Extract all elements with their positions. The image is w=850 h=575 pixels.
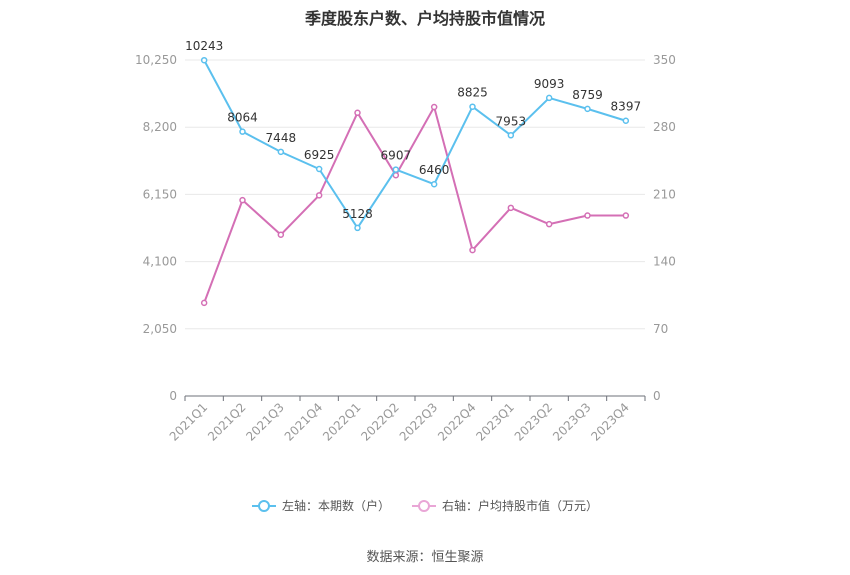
x-tick-label: 2022Q1: [320, 400, 364, 444]
households-data-label: 5128: [342, 207, 373, 221]
legend-swatch-households: [251, 499, 276, 512]
market-value-point: [545, 220, 553, 228]
left-tick-label: 2,050: [143, 322, 177, 336]
right-tick-label: 350: [653, 53, 676, 67]
households-data-label: 10243: [185, 39, 223, 53]
legend-item-households[interactable]: 左轴：本期数（户）: [251, 497, 390, 514]
left-tick-label: 10,250: [135, 53, 177, 67]
households-point: [545, 94, 553, 102]
households-point: [277, 148, 285, 156]
market-value-point: [622, 212, 630, 219]
x-tick-label: 2021Q2: [205, 400, 249, 444]
x-tick-label: 2021Q1: [167, 400, 211, 444]
data-labels: 10243 8064 7448 6925 5128 6907 6460 8825 7953 909…: [185, 39, 641, 221]
x-tick-label: 2023Q3: [550, 400, 594, 444]
households-data-label: 7448: [266, 131, 297, 145]
market-value-line: [203, 106, 626, 304]
left-tick-label: 6,150: [143, 187, 177, 201]
right-tick-label: 210: [653, 187, 676, 201]
chart-title: 季度股东户数、户均持股市值情况: [304, 9, 545, 28]
x-tick-label: 2021Q3: [243, 400, 287, 444]
market-value-point: [315, 192, 323, 199]
right-tick-label: 70: [653, 322, 668, 336]
households-point: [392, 166, 400, 173]
households-point: [507, 132, 515, 139]
market-value-point: [469, 246, 476, 254]
x-tick-label: 2021Q4: [282, 400, 326, 444]
grid-lines: [185, 59, 645, 330]
households-point: [430, 180, 438, 188]
x-tick-label: 2023Q4: [588, 400, 632, 444]
series-layer: [200, 56, 630, 307]
data-source: 数据来源：恒生聚源: [366, 550, 484, 565]
households-data-label: 9093: [534, 77, 565, 91]
households-data-label: 7953: [496, 114, 527, 128]
households-point: [239, 128, 246, 135]
market-value-point: [239, 196, 246, 204]
households-data-label: 6907: [381, 149, 412, 163]
market-value-point: [507, 204, 515, 212]
households-point: [200, 56, 208, 64]
households-point: [354, 224, 361, 232]
left-tick-label: 8,200: [143, 120, 177, 134]
legend: 左轴：本期数（户） 右轴：户均持股市值（万元）: [0, 497, 850, 514]
households-data-label: 6925: [304, 148, 335, 162]
x-tick-label: 2023Q1: [473, 400, 517, 444]
households-point: [584, 105, 591, 113]
households-point: [469, 103, 476, 110]
left-tick-label: 4,100: [143, 255, 177, 269]
households-line: [203, 59, 627, 229]
households-data-label: 6460: [419, 163, 450, 177]
households-point: [622, 117, 630, 124]
x-axis: 2021Q12021Q22021Q32021Q42022Q12022Q22022…: [167, 395, 646, 444]
x-tick-label: 2022Q2: [358, 400, 402, 444]
left-tick-label: 0: [169, 389, 177, 403]
market-value-point: [200, 299, 208, 307]
left-axis: 0 2,050 4,100 6,150 8,200 10,250: [135, 53, 177, 403]
legend-item-market-value[interactable]: 右轴：户均持股市值（万元）: [412, 497, 598, 514]
households-data-label: 8064: [227, 111, 258, 125]
legend-label-households: 左轴：本期数（户）: [281, 499, 390, 513]
x-tick-label: 2022Q3: [397, 400, 441, 444]
market-value-point: [584, 212, 591, 219]
market-value-point: [277, 231, 285, 238]
right-tick-label: 0: [653, 389, 661, 403]
households-data-label: 8825: [457, 86, 488, 100]
x-tick-label: 2023Q2: [512, 400, 556, 444]
households-data-label: 8397: [611, 100, 642, 114]
right-tick-label: 140: [653, 255, 676, 269]
right-axis: 0 70 140 210 280 350: [653, 53, 676, 403]
market-value-point: [354, 109, 361, 117]
legend-label-market-value: 右轴：户均持股市值（万元）: [442, 499, 599, 513]
households-point: [315, 165, 323, 173]
x-tick-label: 2022Q4: [435, 400, 479, 444]
market-value-point: [430, 103, 438, 111]
legend-swatch-market-value: [412, 499, 436, 512]
households-data-label: 8759: [572, 88, 603, 102]
right-tick-label: 280: [653, 120, 676, 134]
